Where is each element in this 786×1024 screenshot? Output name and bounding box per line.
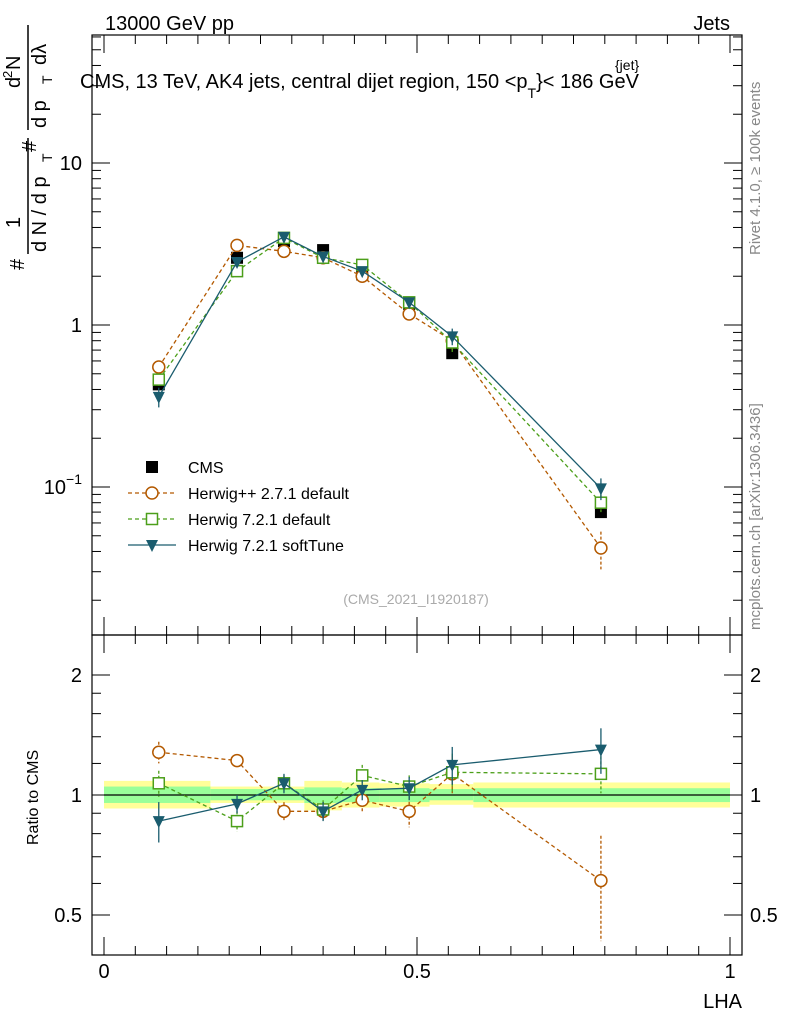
legend-marker-0 xyxy=(146,461,158,473)
main-point-1-7 xyxy=(594,541,608,555)
y-label-t1: T xyxy=(39,153,55,162)
ratio-series-line-2 xyxy=(158,748,601,822)
main-series-line-3 xyxy=(158,236,602,489)
analysis-id: (CMS_2021_I1920187) xyxy=(343,591,489,607)
main-point-3-1 xyxy=(231,256,244,269)
ratio-point-1-4 xyxy=(355,769,369,782)
ratio-point-0-0 xyxy=(152,745,166,760)
y-label-dpt: d p xyxy=(29,100,51,128)
ratio-point-2-0 xyxy=(152,816,165,829)
legend: CMS Herwig++ 2.7.1 default Herwig 7.2.1 de… xyxy=(128,460,350,555)
ratio-point-2-3 xyxy=(317,806,330,819)
main-point-1-2 xyxy=(277,244,291,259)
main-ytick-label-0: 10 xyxy=(60,153,82,175)
axis-ticks xyxy=(92,35,742,955)
main-point-3-2 xyxy=(277,231,290,244)
ratio-series-group xyxy=(152,728,608,942)
legend-marker-2 xyxy=(145,512,159,526)
ratio-ytick-label-right-2: 0.5 xyxy=(750,905,778,927)
ratio-point-0-1 xyxy=(230,753,244,768)
y-label-n: N xyxy=(3,56,25,70)
ratio-point-1-0 xyxy=(152,777,166,790)
ratio-point-0-2 xyxy=(277,804,291,819)
ratio-point-2-7 xyxy=(594,744,607,757)
xtick-label-0: 0 xyxy=(98,961,109,983)
main-ytick-label-base-2: 10 xyxy=(44,477,66,499)
ratio-point-0-7 xyxy=(594,873,608,888)
ratio-ytick-label-right-0: 2 xyxy=(750,665,761,687)
ratio-uncertainty-bands xyxy=(104,780,730,811)
main-series-line-1 xyxy=(158,244,602,549)
y-label-hash1: # xyxy=(7,258,29,270)
ratio-ytick-label-left-2: 0.5 xyxy=(54,905,82,927)
main-point-3-7 xyxy=(594,483,607,496)
ratio-point-2-6 xyxy=(446,759,459,772)
ratio-point-2-2 xyxy=(277,778,290,791)
category-label: Jets xyxy=(693,13,730,35)
main-point-1-5 xyxy=(402,307,416,321)
ratio-point-2-4 xyxy=(356,784,369,797)
y-label-one: 1 xyxy=(3,217,25,228)
ratio-ytick-label-left-0: 2 xyxy=(71,665,82,687)
main-point-3-6 xyxy=(446,331,459,344)
y-label-sup2: 2 xyxy=(0,71,15,78)
main-point-3-5 xyxy=(403,297,416,310)
plot-title-end: }< 186 GeV xyxy=(536,71,640,93)
y-label-d: d xyxy=(3,77,25,88)
mcplots-label: mcplots.cern.ch [arXiv:1306.3436] xyxy=(747,403,764,630)
main-series-group xyxy=(152,231,608,570)
x-axis-label: LHA xyxy=(703,991,743,1013)
ratio-point-2-5 xyxy=(403,783,416,796)
y-axis-label-main: # 1 d N / d p T # d 2 N d p T dλ xyxy=(0,25,55,270)
main-point-3-3 xyxy=(317,251,330,264)
plot-title: CMS, 13 TeV, AK4 jets, central dijet reg… xyxy=(80,71,640,101)
main-ytick-label-base-0: 10 xyxy=(60,153,82,175)
main-point-2-0 xyxy=(152,373,166,386)
ratio-point-0-5 xyxy=(402,804,416,819)
y-label-dlambda: dλ xyxy=(29,44,51,65)
ratio-point-2-1 xyxy=(231,798,244,811)
xtick-label-2: 1 xyxy=(724,961,735,983)
ratio-ytick-label-right-1: 1 xyxy=(750,785,761,807)
main-ytick-label-base-1: 1 xyxy=(71,315,82,337)
legend-label-3: Herwig 7.2.1 softTune xyxy=(188,538,344,555)
legend-label-2: Herwig 7.2.1 default xyxy=(188,512,331,529)
ratio-point-1-1 xyxy=(230,814,244,828)
ratio-y-label: Ratio to CMS xyxy=(25,750,42,845)
xtick-label-1: 0.5 xyxy=(403,961,431,983)
plot-title-main: CMS, 13 TeV, AK4 jets, central dijet reg… xyxy=(80,71,528,93)
ratio-ytick-label-left-1: 1 xyxy=(71,785,82,807)
main-ytick-label-2: 10−1 xyxy=(44,471,82,499)
main-point-3-4 xyxy=(356,266,369,279)
legend-marker-3 xyxy=(146,540,158,552)
ratio-series-line-1 xyxy=(158,771,601,822)
main-point-1-1 xyxy=(230,238,244,253)
legend-label-0: CMS xyxy=(188,460,224,477)
y-label-hash2: # xyxy=(19,140,41,152)
legend-label-1: Herwig++ 2.7.1 default xyxy=(188,486,350,503)
main-ytick-label-1: 1 xyxy=(71,315,82,337)
y-label-t2: T xyxy=(39,75,55,84)
legend-marker-1 xyxy=(145,486,159,500)
y-label-dn-dpt: d N / d p xyxy=(29,176,51,252)
plot-title-sup: {jet} xyxy=(615,57,639,73)
main-point-1-0 xyxy=(152,360,166,374)
main-series-line-2 xyxy=(158,237,602,504)
ratio-series-line-0 xyxy=(158,751,602,882)
rivet-version-label: Rivet 4.1.0, ≥ 100k events xyxy=(747,82,764,255)
main-point-0-6 xyxy=(446,347,459,360)
plot-title-sub: T xyxy=(528,85,537,101)
main-point-3-0 xyxy=(152,391,165,404)
energy-label: 13000 GeV pp xyxy=(105,13,234,35)
main-ytick-label-sup-2: −1 xyxy=(66,471,82,487)
